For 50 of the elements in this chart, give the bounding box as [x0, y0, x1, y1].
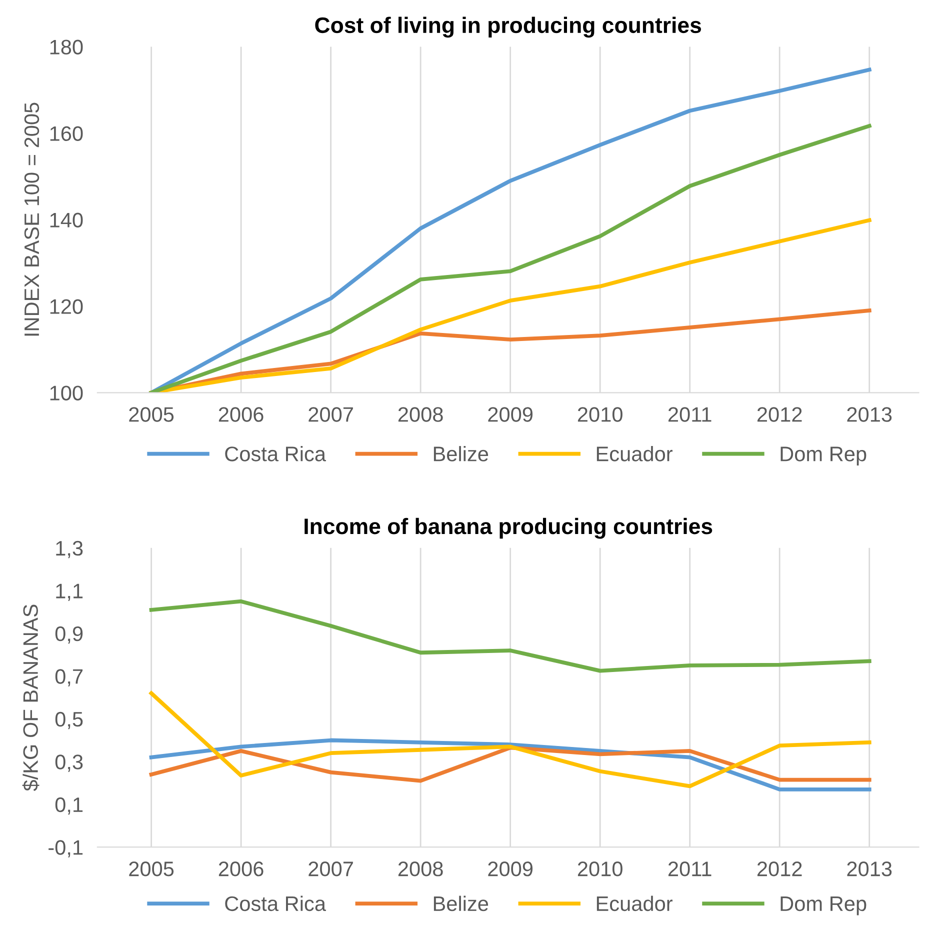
- y-tick-label: 1,1: [56, 584, 83, 601]
- x-tick-label: 2009: [488, 407, 533, 422]
- line-series: [149, 691, 872, 788]
- line-series: [149, 746, 872, 783]
- y-tick-label: 1,3: [56, 540, 83, 558]
- y-axis-title: INDEX BASE 100 = 2005: [24, 102, 40, 336]
- y-tick-label: 0,5: [55, 712, 83, 730]
- x-tick-label: 2010: [578, 407, 622, 422]
- legend-label: Costa Rica: [225, 446, 326, 462]
- chart-title: Income of banana producing countries: [304, 518, 712, 539]
- y-axis-title: $/KG OF BANANAS: [22, 604, 40, 792]
- x-tick-label: 2010: [578, 862, 622, 876]
- x-tick-label: 2007: [308, 407, 353, 422]
- y-tick-label: -0,1: [48, 840, 83, 858]
- x-tick-label: 2011: [668, 862, 712, 876]
- y-tick-label: 0,3: [55, 754, 83, 772]
- line-series: [149, 218, 872, 393]
- x-tick-label: 2005: [129, 407, 174, 422]
- y-tick-label: 0,7: [55, 669, 83, 686]
- line-series: [149, 124, 872, 393]
- legend-label: Costa Rica: [225, 896, 326, 912]
- x-tick-label: 2013: [847, 407, 892, 422]
- x-tick-label: 2009: [488, 862, 533, 876]
- legend-label: Ecuador: [596, 896, 672, 912]
- legend-label: Dom Rep: [780, 446, 866, 466]
- line-series: [149, 599, 872, 673]
- legend-label: Belize: [434, 446, 488, 462]
- x-tick-label: 2006: [218, 407, 264, 422]
- x-tick-label: 2007: [308, 862, 353, 876]
- chart-title: Cost of living in producing countries: [315, 16, 702, 38]
- legend-label: Belize: [434, 896, 488, 912]
- x-tick-label: 2005: [129, 862, 174, 876]
- x-tick-label: 2008: [398, 407, 443, 422]
- x-tick-label: 2008: [398, 862, 443, 876]
- x-tick-label: 2011: [668, 407, 712, 422]
- y-tick-label: 180: [50, 40, 83, 55]
- y-tick-label: 100: [50, 386, 83, 400]
- line-series: [149, 738, 872, 792]
- line-series: [149, 68, 872, 393]
- y-tick-label: 120: [50, 299, 83, 314]
- x-tick-label: 2006: [218, 862, 264, 876]
- y-tick-label: 0,1: [55, 797, 83, 815]
- y-tick-label: 140: [50, 212, 83, 228]
- x-tick-label: 2012: [757, 862, 802, 876]
- legend-label: Ecuador: [596, 446, 672, 462]
- y-tick-label: 0,9: [55, 626, 83, 644]
- y-tick-label: 160: [50, 126, 83, 141]
- x-tick-label: 2013: [847, 862, 892, 876]
- legend-label: Dom Rep: [780, 896, 866, 916]
- x-tick-label: 2012: [757, 407, 802, 422]
